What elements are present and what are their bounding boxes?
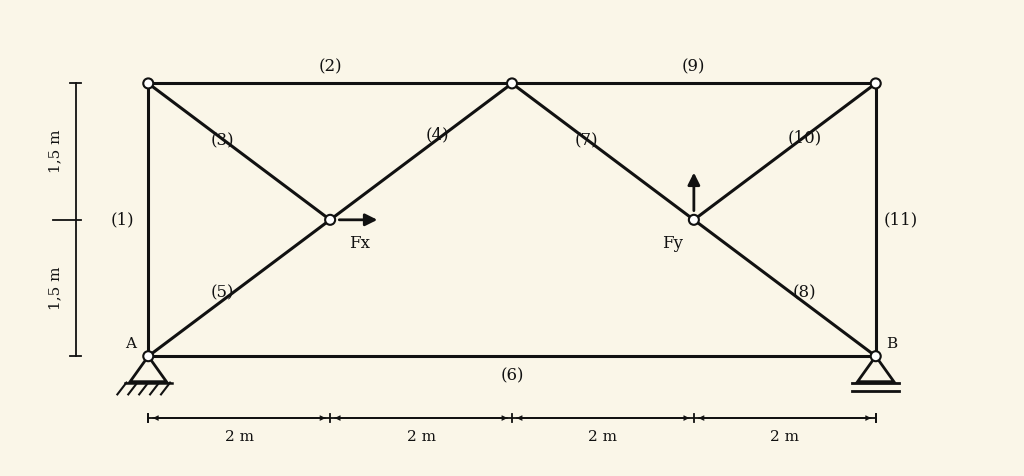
Text: (6): (6) <box>501 368 523 385</box>
Text: (1): (1) <box>111 211 134 228</box>
Text: Fy: Fy <box>662 235 683 252</box>
Text: 2 m: 2 m <box>224 430 254 444</box>
Text: Fx: Fx <box>349 235 370 252</box>
Text: 2 m: 2 m <box>407 430 435 444</box>
Circle shape <box>870 79 881 89</box>
Circle shape <box>326 215 335 225</box>
Circle shape <box>870 351 881 361</box>
Text: (4): (4) <box>426 127 450 144</box>
Text: (2): (2) <box>318 59 342 76</box>
Circle shape <box>143 79 154 89</box>
Text: A: A <box>126 337 136 351</box>
Circle shape <box>143 351 154 361</box>
Text: (5): (5) <box>211 284 234 301</box>
Text: (11): (11) <box>884 211 919 228</box>
Text: 2 m: 2 m <box>770 430 800 444</box>
Text: (8): (8) <box>793 284 816 301</box>
Text: (10): (10) <box>787 129 822 147</box>
Text: (9): (9) <box>682 59 706 76</box>
Text: (3): (3) <box>211 132 234 149</box>
Text: 1,5 m: 1,5 m <box>48 130 62 173</box>
Text: 2 m: 2 m <box>589 430 617 444</box>
Text: (7): (7) <box>574 132 598 149</box>
Text: 1,5 m: 1,5 m <box>48 266 62 310</box>
Circle shape <box>689 215 698 225</box>
Text: B: B <box>887 337 898 351</box>
Circle shape <box>507 79 517 89</box>
